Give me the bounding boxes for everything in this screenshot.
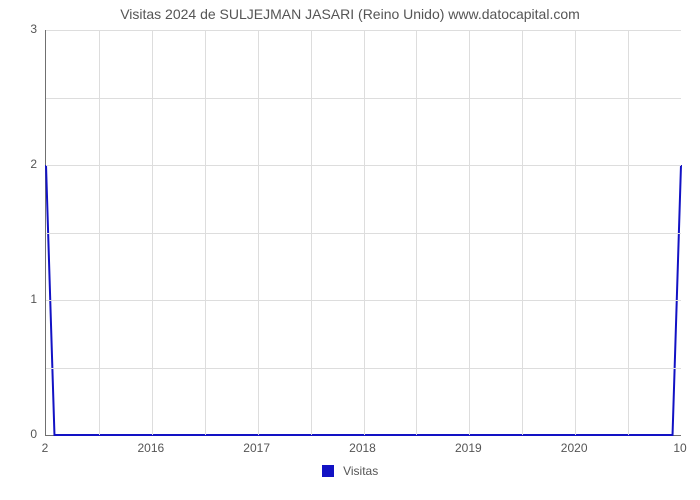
chart-container: Visitas 2024 de SULJEJMAN JASARI (Reino …	[0, 0, 700, 500]
chart-title: Visitas 2024 de SULJEJMAN JASARI (Reino …	[0, 6, 700, 22]
legend-label: Visitas	[343, 464, 378, 478]
x-tick-label: 2018	[349, 441, 376, 455]
legend: Visitas	[0, 463, 700, 478]
below-axis-left: 2	[42, 441, 49, 455]
y-tick-label: 0	[7, 427, 37, 441]
gridline-vertical	[258, 30, 259, 435]
gridline-vertical	[469, 30, 470, 435]
gridline-vertical	[628, 30, 629, 435]
gridline-vertical	[522, 30, 523, 435]
y-tick-label: 3	[7, 22, 37, 36]
gridline-vertical	[311, 30, 312, 435]
gridline-vertical	[205, 30, 206, 435]
gridline-vertical	[575, 30, 576, 435]
gridline-vertical	[364, 30, 365, 435]
gridline-vertical	[152, 30, 153, 435]
x-tick-label: 2019	[455, 441, 482, 455]
below-axis-right: 10	[673, 441, 686, 455]
plot-area	[45, 30, 681, 436]
gridline-vertical	[99, 30, 100, 435]
gridline-vertical	[416, 30, 417, 435]
x-tick-label: 2017	[243, 441, 270, 455]
x-tick-label: 2016	[137, 441, 164, 455]
x-tick-label: 2020	[561, 441, 588, 455]
y-tick-label: 1	[7, 292, 37, 306]
legend-swatch	[322, 465, 334, 477]
y-tick-label: 2	[7, 157, 37, 171]
